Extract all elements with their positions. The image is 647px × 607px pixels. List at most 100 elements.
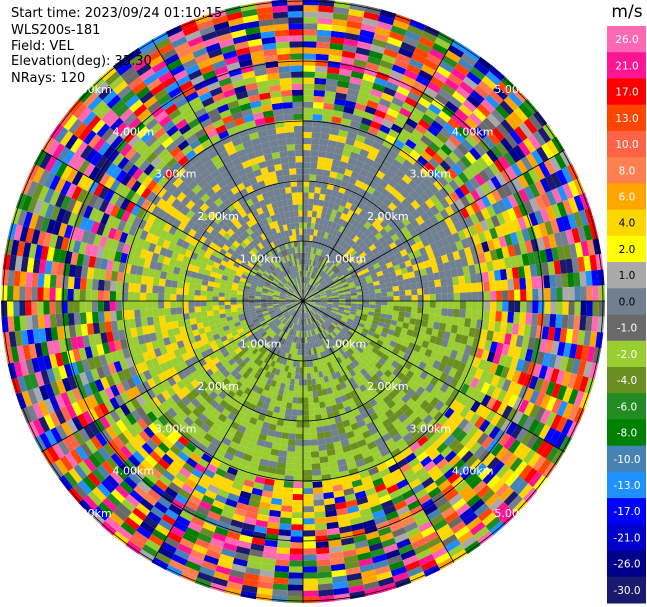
velocity-cell: [70, 252, 79, 266]
velocity-cell: [457, 361, 467, 373]
velocity-cell: [221, 477, 234, 488]
velocity-cell: [444, 205, 455, 217]
velocity-cell: [330, 241, 337, 249]
velocity-cell: [184, 249, 193, 258]
velocity-cell: [113, 251, 123, 263]
velocity-cell: [40, 369, 51, 385]
velocity-cell: [205, 368, 214, 377]
velocity-cell: [323, 200, 330, 208]
velocity-cell: [184, 344, 193, 353]
velocity-cell: [331, 289, 338, 294]
velocity-cell: [112, 435, 125, 450]
velocity-cell: [421, 476, 435, 489]
velocity-cell: [567, 314, 575, 330]
velocity-cell: [83, 205, 94, 219]
velocity-cell: [344, 293, 352, 297]
velocity-cell: [537, 313, 545, 327]
velocity-cell: [469, 176, 481, 190]
velocity-cell: [313, 499, 325, 507]
velocity-cell: [360, 368, 368, 377]
velocity-cell: [359, 444, 370, 454]
velocity-cell: [333, 236, 340, 244]
velocity-cell: [384, 215, 393, 225]
velocity-cell: [251, 339, 259, 346]
velocity-cell: [408, 271, 416, 279]
velocity-cell: [355, 134, 366, 144]
velocity-cell: [121, 498, 136, 513]
velocity-cell: [379, 202, 388, 212]
velocity-cell: [261, 292, 268, 296]
velocity-cell: [484, 291, 491, 301]
velocity-cell: [365, 61, 380, 72]
velocity-cell: [437, 501, 453, 514]
velocity-cell: [550, 287, 557, 301]
velocity-cell: [315, 535, 329, 543]
velocity-cell: [87, 357, 97, 371]
velocity-cell: [140, 284, 147, 293]
velocity-cell: [479, 370, 490, 383]
velocity-cell: [247, 467, 258, 476]
velocity-cell: [319, 270, 325, 277]
velocity-cell: [472, 233, 482, 245]
velocity-cell: [201, 363, 211, 372]
velocity-cell: [124, 357, 134, 369]
velocity-cell: [342, 366, 350, 375]
velocity-cell: [316, 432, 325, 440]
velocity-cell: [455, 391, 466, 403]
velocity-cell: [161, 513, 177, 526]
velocity-cell: [168, 418, 180, 430]
velocity-cell: [541, 442, 555, 459]
velocity-cell: [119, 462, 133, 477]
velocity-cell: [170, 235, 180, 245]
velocity-cell: [438, 60, 455, 73]
velocity-cell: [309, 271, 313, 278]
velocity-cell: [242, 294, 249, 299]
velocity-cell: [293, 469, 303, 477]
velocity-cell: [164, 486, 178, 499]
velocity-cell: [308, 324, 311, 331]
velocity-cell: [218, 292, 225, 297]
velocity-cell: [275, 381, 282, 389]
velocity-cell: [13, 315, 21, 332]
velocity-cell: [439, 393, 450, 404]
velocity-cell: [140, 275, 148, 285]
velocity-cell: [196, 366, 206, 376]
velocity-cell: [538, 365, 548, 380]
velocity-cell: [366, 421, 376, 431]
velocity-cell: [389, 271, 397, 278]
velocity-cell: [65, 404, 77, 419]
velocity-cell: [306, 312, 310, 319]
velocity-cell: [357, 301, 364, 305]
velocity-cell: [361, 283, 368, 289]
velocity-cell: [164, 301, 171, 309]
velocity-cell: [418, 520, 433, 533]
velocity-cell: [323, 375, 330, 383]
velocity-cell: [314, 408, 321, 416]
velocity-cell: [408, 412, 419, 423]
velocity-cell: [486, 439, 499, 453]
velocity-cell: [353, 140, 364, 149]
velocity-cell: [511, 267, 520, 279]
velocity-cell: [367, 369, 376, 378]
velocity-cell: [373, 77, 388, 87]
velocity-cell: [125, 400, 136, 413]
velocity-cell: [378, 413, 389, 423]
velocity-cell: [597, 316, 605, 333]
velocity-cell: [410, 350, 419, 359]
velocity-cell: [400, 549, 416, 561]
velocity-cell: [325, 288, 332, 293]
velocity-cell: [239, 277, 247, 283]
velocity-cell: [370, 548, 386, 558]
velocity-cell: [247, 333, 255, 341]
velocity-cell: [332, 293, 339, 297]
velocity-cell: [474, 503, 489, 517]
velocity-cell: [119, 231, 129, 244]
velocity-cell: [513, 442, 526, 458]
velocity-cell: [329, 551, 344, 560]
velocity-cell: [242, 297, 249, 301]
velocity-cell: [355, 546, 371, 555]
velocity-cell: [345, 566, 361, 576]
velocity-cell: [351, 261, 359, 269]
velocity-cell: [439, 187, 450, 198]
velocity-cell: [455, 159, 468, 172]
